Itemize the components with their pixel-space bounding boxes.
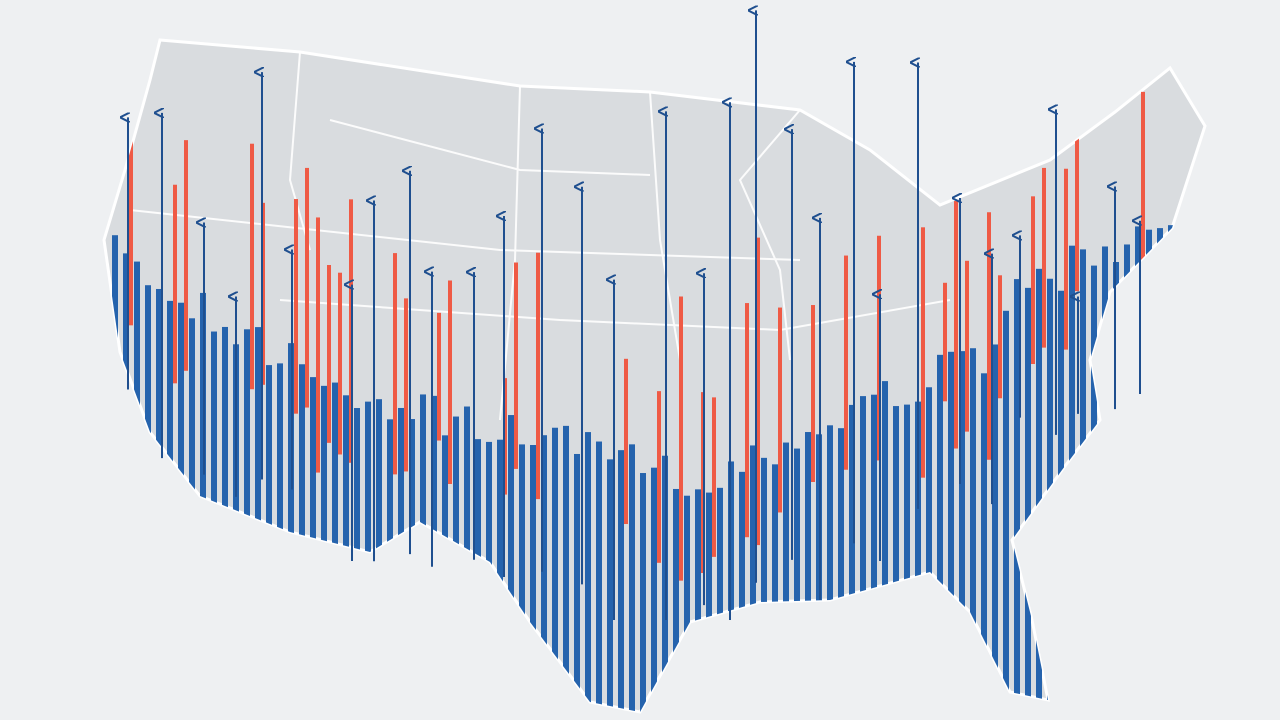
- blue-stripe: [849, 404, 855, 712]
- blue-stripe: [937, 354, 943, 712]
- red-stripe: [1141, 91, 1145, 297]
- blue-stripe: [497, 439, 503, 712]
- blue-stripe: [827, 425, 833, 712]
- blue-stripe: [904, 404, 910, 712]
- red-stripe: [1042, 167, 1046, 348]
- red-stripe: [998, 275, 1002, 399]
- red-stripe: [338, 272, 342, 455]
- blue-stripe: [838, 428, 844, 712]
- blue-stripe: [618, 450, 624, 712]
- red-stripe: [954, 201, 958, 449]
- state-border: [288, 51, 311, 251]
- red-stripe: [811, 305, 815, 482]
- red-stripe: [921, 227, 925, 478]
- blue-stripe: [717, 487, 723, 712]
- red-stripe: [965, 260, 969, 432]
- blue-stripe: [893, 406, 899, 712]
- red-stripe: [679, 296, 683, 581]
- blue-stripe: [794, 448, 800, 712]
- blue-stripe: [530, 445, 536, 712]
- blue-stripe: [695, 489, 701, 712]
- blue-stripe: [915, 401, 921, 712]
- state-border: [279, 299, 951, 332]
- red-stripe: [778, 307, 782, 513]
- blue-stripe: [860, 396, 866, 712]
- state-border: [329, 119, 651, 176]
- blue-stripe: [541, 435, 547, 712]
- blue-stripe: [761, 457, 767, 712]
- red-stripe: [173, 184, 177, 384]
- red-stripe: [657, 391, 661, 563]
- red-stripe: [1031, 196, 1035, 365]
- blue-stripe: [750, 445, 756, 712]
- blue-stripe: [739, 471, 745, 712]
- blue-stripe: [585, 432, 591, 712]
- red-stripe: [756, 237, 760, 546]
- blue-stripe: [970, 348, 976, 712]
- blue-stripe: [629, 444, 635, 712]
- red-stripe: [404, 298, 408, 472]
- blue-stripe: [508, 415, 514, 712]
- red-stripe: [448, 280, 452, 485]
- blue-stripe: [783, 442, 789, 712]
- blue-stripe: [673, 488, 679, 712]
- blue-stripe: [1003, 310, 1009, 712]
- red-stripe: [305, 167, 309, 408]
- red-stripe: [514, 262, 518, 469]
- state-border: [649, 91, 681, 361]
- blue-stripe: [563, 425, 569, 712]
- blue-stripe: [552, 427, 558, 712]
- red-stripe: [393, 253, 397, 475]
- blue-stripe: [871, 394, 877, 712]
- blue-stripe: [882, 381, 888, 712]
- red-stripe: [129, 83, 133, 326]
- red-stripe: [745, 303, 749, 538]
- blue-stripe: [607, 459, 613, 712]
- blue-stripe: [574, 453, 580, 712]
- blue-stripe: [981, 373, 987, 712]
- blue-stripe: [926, 387, 932, 712]
- blue-stripe: [1036, 268, 1042, 712]
- red-stripe: [624, 358, 628, 525]
- red-stripe: [437, 312, 441, 441]
- blue-stripe: [288, 343, 294, 712]
- blue-stripe: [684, 495, 690, 712]
- blue-stripe: [948, 351, 954, 712]
- red-stripe: [1064, 168, 1068, 350]
- blue-stripe: [640, 473, 646, 712]
- red-stripe: [294, 199, 298, 414]
- blue-stripe: [1014, 279, 1020, 712]
- state-border: [738, 109, 801, 361]
- red-stripe: [844, 255, 848, 470]
- blue-stripe: [1025, 287, 1031, 712]
- red-stripe: [943, 282, 947, 402]
- blue-stripe: [651, 467, 657, 712]
- red-stripe: [327, 265, 331, 443]
- red-stripe: [712, 397, 716, 557]
- red-stripe: [316, 217, 320, 473]
- blue-stripe: [596, 441, 602, 712]
- blue-stripe: [805, 432, 811, 712]
- red-stripe: [1075, 123, 1079, 292]
- red-stripe: [987, 212, 991, 460]
- blue-stripe: [772, 464, 778, 712]
- red-stripe: [184, 140, 188, 371]
- red-stripe: [250, 143, 254, 390]
- blue-stripe: [706, 492, 712, 712]
- blue-stripe: [519, 444, 525, 712]
- red-stripe: [536, 252, 540, 500]
- blue-stripe: [992, 344, 998, 712]
- arrows: [128, 10, 1140, 620]
- blue-stripe: [959, 351, 965, 712]
